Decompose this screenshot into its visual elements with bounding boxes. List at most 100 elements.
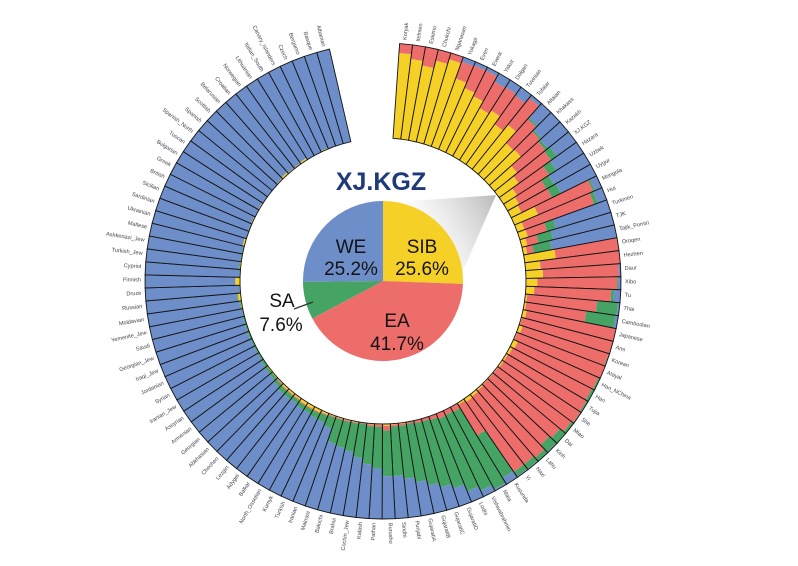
population-label: Iraqi_Jew — [135, 368, 160, 383]
population-label: Bulgarian — [155, 139, 178, 156]
we-slice-pct: 25.2% — [324, 259, 378, 280]
population-label: Basque — [302, 31, 313, 51]
pie-slice-labels: WE 25.2% SIB 25.6% EA 41.7% SA 7.6% — [259, 237, 449, 355]
population-bar: Yakut — [452, 72, 511, 161]
population-label: Jordanian — [140, 381, 165, 397]
population-label: Mongola — [601, 167, 624, 182]
population-label: Kinh — [554, 448, 566, 460]
population-label: Assyrian — [164, 416, 185, 433]
population-label: Ukrainian — [127, 206, 151, 218]
population-label: Mala — [501, 489, 513, 503]
population-label: Burusho — [387, 523, 393, 544]
population-label: Moldavian — [119, 317, 145, 327]
population-bar: Thai — [523, 293, 621, 317]
population-label: Ashkenazi_Jew — [106, 231, 146, 243]
population-label: Yi — [524, 475, 532, 482]
population-label: She — [580, 417, 592, 428]
population-label: Uzbek — [589, 145, 606, 158]
population-label: GujaratiC — [452, 511, 465, 535]
population-label: Dai — [563, 438, 573, 448]
population-label: Even — [480, 47, 491, 61]
population-label: Hui — [607, 186, 617, 195]
population-label: Syrian — [154, 393, 171, 406]
sib-slice-label: SIB — [407, 237, 438, 258]
population-label: Kazakh — [565, 109, 583, 126]
pie-slice-sa: SA 7.6% — [303, 281, 383, 319]
population-bar: Mongola — [510, 175, 603, 226]
population-label: British — [149, 168, 166, 180]
population-label: Yakut — [503, 59, 515, 74]
population-label: Kumyk — [262, 495, 275, 513]
population-label: Tu — [624, 293, 631, 299]
sa-slice-pct: 7.6% — [259, 315, 302, 336]
population-label: Altaian — [546, 90, 562, 107]
population-label: Saudi — [135, 343, 150, 353]
population-label: Kalash — [357, 522, 364, 540]
population-label: Hezhen — [623, 251, 643, 259]
pie-slice-we: WE 25.2% — [302, 201, 383, 282]
population-bar: Albanian — [316, 48, 352, 145]
we-slice-label: WE — [336, 237, 367, 258]
population-label: Atayal — [606, 370, 623, 382]
population-label: Bergamo — [287, 32, 301, 55]
population-bar: Han — [505, 345, 596, 403]
population-bar: XJ.KGZ — [493, 131, 578, 199]
population-bar: Evenk — [445, 66, 500, 157]
population-label: Czech — [276, 44, 288, 61]
population-label: Kusunda — [512, 482, 529, 505]
population-label: TJK — [615, 211, 626, 219]
ea-slice-label: EA — [384, 311, 410, 332]
population-label: Thai — [623, 306, 635, 313]
population-label: GujaratiA — [426, 518, 436, 542]
population-label: Tuscan — [168, 130, 186, 145]
population-label: Lahu — [544, 457, 557, 470]
population-bar: Kazakh — [488, 121, 570, 193]
population-bar: Punjabi — [397, 421, 422, 519]
population-bar: Yi — [463, 393, 529, 479]
population-label: Sardinian — [131, 192, 155, 205]
population-bar: Eskimo — [408, 46, 439, 143]
population-bar: Tajik_Pomiri — [521, 224, 618, 256]
population-label: Tofalar — [536, 81, 552, 98]
population-label: Brahui — [329, 518, 338, 535]
population-label: Evenk — [492, 51, 505, 68]
population-label: Xibo — [625, 279, 636, 285]
population-bar: Khakass — [483, 111, 561, 187]
population-bar: Tofalar — [471, 94, 543, 175]
population-label: GujaratiB — [439, 515, 451, 539]
population-bar: Xibo — [525, 276, 622, 291]
population-label: Makrani — [300, 511, 312, 532]
population-bar: Koryak — [392, 43, 414, 140]
population-label: Hazara — [581, 131, 600, 147]
population-label: Maltese — [127, 221, 147, 231]
population-bar: Chukchi — [415, 48, 452, 145]
population-label: Chechen — [201, 456, 221, 477]
population-label: Eskimo — [429, 25, 439, 44]
population-label: Finnish — [123, 277, 141, 283]
population-label: Cambodian — [621, 319, 650, 330]
population-label: Turkish — [274, 501, 287, 520]
population-label: Tuvinian — [526, 69, 543, 89]
population-label: Yemenite_Jew — [111, 330, 149, 344]
population-label: Nganasan — [455, 26, 469, 52]
population-label: GujaratiD — [465, 507, 479, 531]
population-label: Itelmen — [416, 23, 425, 42]
ea-slice-pct: 41.7% — [370, 334, 424, 355]
population-label: Druze — [126, 291, 141, 298]
population-label: Croatian — [213, 76, 231, 96]
population-ring: KoryakItelmenEskimoChukchiNganasanYukagi… — [144, 43, 622, 520]
sa-leader-line — [293, 301, 314, 310]
population-label: Uygur — [595, 158, 611, 170]
pie-slice-ea: EA 41.7% — [312, 281, 463, 362]
population-label: Albanian — [315, 25, 326, 48]
population-label: Japanese — [618, 332, 643, 343]
population-label: Sicilian — [141, 180, 160, 192]
population-bar: Cambodian — [522, 301, 619, 330]
pie-slice-sib: SIB 25.6% — [383, 201, 464, 284]
sa-slice-label: SA — [269, 291, 295, 312]
pie-title: XJ.KGZ — [336, 168, 426, 196]
population-label: Turkmen — [611, 194, 634, 207]
population-label: Lezgin — [215, 465, 230, 482]
population-label: Chukchi — [442, 27, 453, 48]
